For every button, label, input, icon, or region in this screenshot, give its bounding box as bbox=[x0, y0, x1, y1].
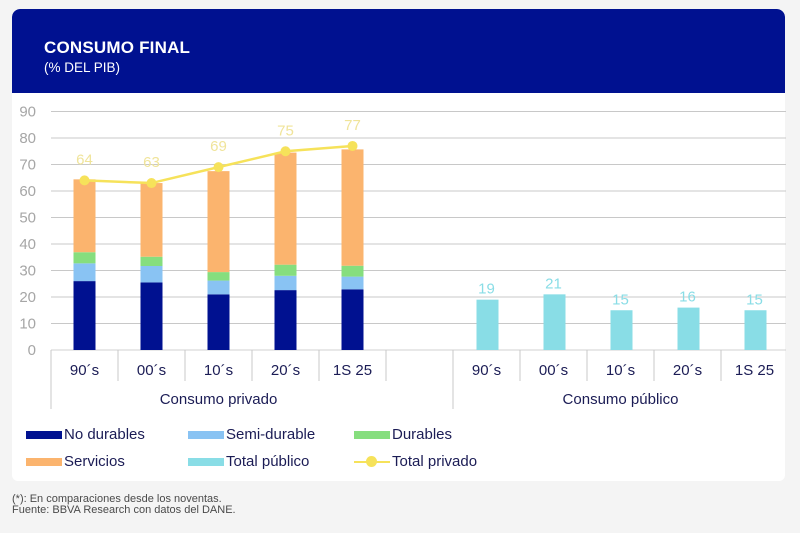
data-label-privado: 69 bbox=[210, 138, 227, 155]
bar-durables bbox=[341, 265, 364, 277]
y-tick-label: 10 bbox=[19, 316, 36, 333]
bar-semi-durable bbox=[73, 263, 96, 282]
legend-swatch-icon bbox=[188, 457, 224, 466]
bar-no-durables bbox=[73, 281, 96, 350]
marker-total-privado bbox=[213, 162, 224, 173]
chart-subtitle: (% DEL PIB) bbox=[44, 60, 121, 75]
bar-no-durables bbox=[274, 290, 297, 350]
data-label-publico: 21 bbox=[545, 275, 562, 292]
x-tick-label: 00´s bbox=[539, 362, 568, 379]
marker-total-privado bbox=[79, 175, 90, 186]
legend-item-total-privado: Total privado bbox=[354, 453, 477, 470]
legend-item-semi-durable: Semi-durable bbox=[188, 426, 315, 443]
bar-durables bbox=[207, 272, 230, 281]
y-tick-label: 90 bbox=[19, 104, 36, 121]
bar-semi-durable bbox=[341, 276, 364, 290]
legend-item-no-durables: No durables bbox=[26, 426, 145, 443]
bar-servicios bbox=[207, 171, 230, 273]
marker-total-privado bbox=[347, 140, 358, 151]
x-tick-label: 00´s bbox=[137, 362, 166, 379]
data-label-publico: 16 bbox=[679, 289, 696, 306]
footnote-source: Fuente: BBVA Research con datos del DANE… bbox=[12, 504, 236, 516]
x-tick-label: 10´s bbox=[204, 362, 233, 379]
legend-label: Total privado bbox=[392, 453, 478, 470]
y-tick-label: 70 bbox=[19, 157, 36, 174]
bar-total-publico bbox=[610, 310, 633, 350]
bar-servicios bbox=[341, 149, 364, 266]
legend-label: Durables bbox=[392, 426, 453, 443]
group-label: Consumo público bbox=[563, 391, 679, 408]
data-label-privado: 75 bbox=[277, 122, 294, 139]
legend-item-durables: Durables bbox=[354, 426, 452, 443]
bar-servicios bbox=[140, 183, 163, 257]
x-tick-label: 1S 25 bbox=[735, 362, 774, 379]
x-tick-label: 20´s bbox=[271, 362, 300, 379]
y-tick-label: 0 bbox=[28, 342, 36, 359]
chart-title: CONSUMO FINAL bbox=[44, 38, 191, 57]
bar-no-durables bbox=[140, 282, 163, 350]
data-label-privado: 64 bbox=[76, 151, 93, 168]
data-label-privado: 63 bbox=[143, 154, 160, 171]
x-tick-label: 90´s bbox=[472, 362, 501, 379]
bar-total-publico bbox=[677, 307, 700, 350]
bar-semi-durable bbox=[207, 280, 230, 295]
x-tick-label: 10´s bbox=[606, 362, 635, 379]
bar-no-durables bbox=[341, 289, 364, 350]
bar-durables bbox=[274, 264, 297, 276]
bar-total-publico bbox=[744, 310, 767, 350]
y-tick-label: 20 bbox=[19, 289, 36, 306]
legend-line-marker-icon bbox=[354, 455, 390, 468]
legend-item-servicios: Servicios bbox=[26, 453, 125, 470]
bar-durables bbox=[73, 252, 96, 264]
bar-semi-durable bbox=[274, 275, 297, 291]
chart-header: CONSUMO FINAL (% DEL PIB) bbox=[12, 9, 785, 93]
x-tick-label: 20´s bbox=[673, 362, 702, 379]
data-label-privado: 77 bbox=[344, 117, 361, 134]
group-label: Consumo privado bbox=[160, 391, 278, 408]
legend-swatch-icon bbox=[188, 430, 224, 439]
bar-total-publico bbox=[476, 299, 499, 350]
marker-total-privado bbox=[146, 178, 157, 189]
data-label-publico: 15 bbox=[746, 291, 763, 308]
data-label-publico: 15 bbox=[612, 291, 629, 308]
bar-durables bbox=[140, 256, 163, 266]
legend-label: No durables bbox=[64, 426, 145, 443]
legend-label: Total público bbox=[226, 453, 310, 470]
legend-item-total-p-blico: Total público bbox=[188, 453, 309, 470]
legend-swatch-icon bbox=[26, 430, 62, 439]
legend-label: Servicios bbox=[64, 453, 125, 470]
y-tick-label: 60 bbox=[19, 183, 36, 200]
data-label-publico: 19 bbox=[478, 281, 495, 298]
y-tick-label: 50 bbox=[19, 210, 36, 227]
y-tick-label: 30 bbox=[19, 263, 36, 280]
bar-total-publico bbox=[543, 294, 566, 350]
legend-label: Semi-durable bbox=[226, 426, 316, 443]
bar-semi-durable bbox=[140, 265, 163, 283]
marker-total-privado bbox=[280, 146, 291, 157]
bar-servicios bbox=[73, 179, 96, 253]
x-tick-label: 90´s bbox=[70, 362, 99, 379]
legend-swatch-icon bbox=[26, 457, 62, 466]
y-tick-label: 40 bbox=[19, 236, 36, 253]
bar-no-durables bbox=[207, 294, 230, 350]
y-tick-label: 80 bbox=[19, 130, 36, 147]
bar-servicios bbox=[274, 152, 297, 265]
footnote-note: (*): En comparaciones desde los noventas… bbox=[12, 493, 222, 505]
x-tick-label: 1S 25 bbox=[333, 362, 372, 379]
legend-swatch-icon bbox=[354, 430, 390, 439]
